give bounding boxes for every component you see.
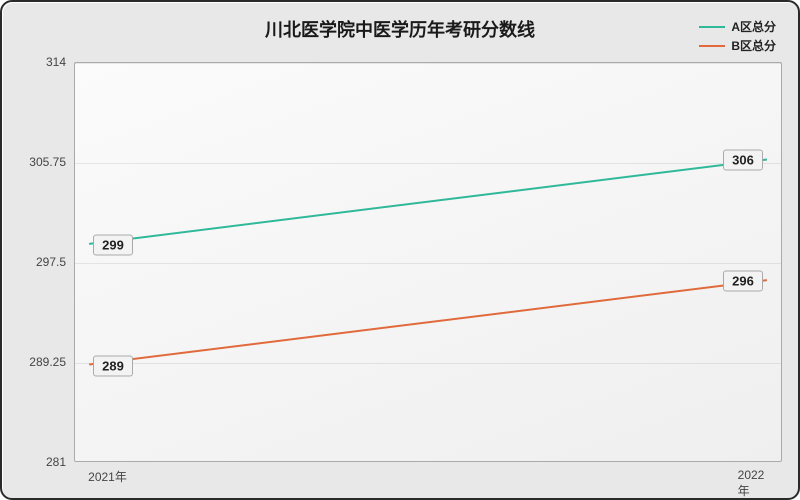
series-line bbox=[75, 63, 781, 461]
y-axis-label: 305.75 bbox=[2, 155, 66, 169]
grid-line bbox=[75, 163, 781, 164]
x-axis-label: 2022年 bbox=[738, 468, 768, 499]
y-axis-label: 314 bbox=[2, 55, 66, 69]
y-axis-label: 281 bbox=[2, 455, 66, 469]
y-axis-label: 297.5 bbox=[2, 255, 66, 269]
legend-swatch bbox=[699, 26, 725, 28]
data-label: 296 bbox=[723, 271, 763, 292]
data-label: 306 bbox=[723, 149, 763, 170]
chart-container: 川北医学院中医学历年考研分数线 A区总分 B区总分 299 306 289 296 28… bbox=[0, 0, 800, 500]
legend-label: B区总分 bbox=[731, 37, 776, 54]
x-axis-label: 2021年 bbox=[88, 468, 127, 485]
series-line bbox=[75, 63, 781, 461]
legend-swatch bbox=[699, 45, 725, 47]
legend-item: A区总分 bbox=[699, 18, 776, 35]
chart-title: 川北医学院中医学历年考研分数线 bbox=[2, 16, 798, 42]
legend: A区总分 B区总分 bbox=[699, 18, 776, 54]
plot-area: 299 306 289 296 bbox=[74, 62, 782, 462]
legend-label: A区总分 bbox=[731, 18, 776, 35]
data-label: 289 bbox=[93, 356, 133, 377]
data-label: 299 bbox=[93, 234, 133, 255]
legend-item: B区总分 bbox=[699, 37, 776, 54]
y-axis-label: 289.25 bbox=[2, 355, 66, 369]
grid-line bbox=[75, 363, 781, 364]
grid-line bbox=[75, 63, 781, 64]
grid-line bbox=[75, 263, 781, 264]
